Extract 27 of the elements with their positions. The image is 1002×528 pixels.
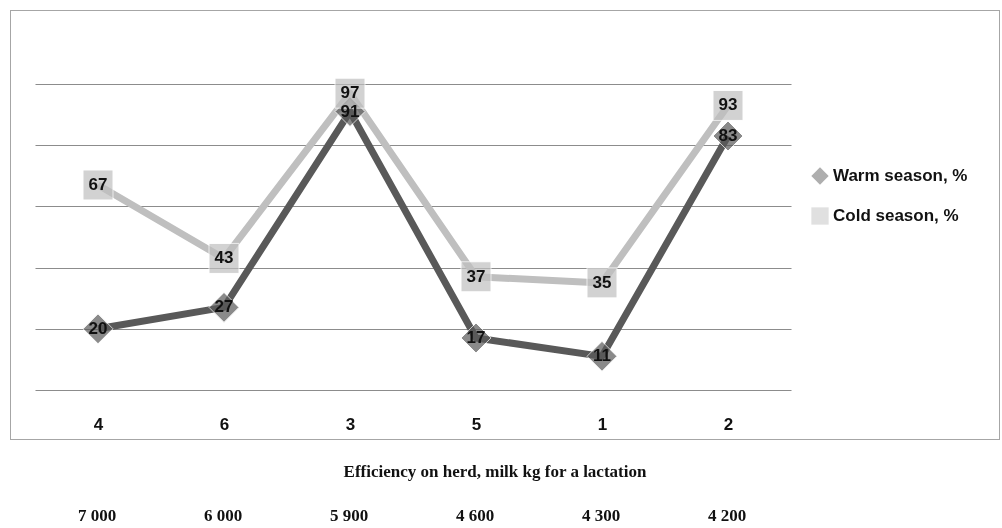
data-label: 20 bbox=[88, 318, 108, 338]
x-axis-title: Efficiency on herd, milk kg for a lactation bbox=[342, 462, 648, 482]
text: 4 200 bbox=[706, 506, 748, 526]
data-label: 11 bbox=[593, 346, 611, 366]
x-tick-label: 6 bbox=[219, 414, 230, 434]
data-label: 83 bbox=[718, 126, 738, 146]
x-tick-label: 1 bbox=[597, 414, 608, 434]
x-tick-label: 2 bbox=[723, 414, 734, 434]
x-tick-label: 3 bbox=[345, 414, 356, 434]
data-label: 67 bbox=[88, 174, 108, 194]
text: 4 300 bbox=[580, 506, 622, 526]
text: 4 600 bbox=[454, 506, 496, 526]
data-label: 91 bbox=[340, 101, 360, 121]
data-label: 17 bbox=[466, 327, 486, 347]
text: 5 900 bbox=[328, 506, 370, 526]
data-label: 27 bbox=[214, 297, 234, 317]
data-label: 97 bbox=[340, 83, 360, 103]
legend-label: Cold season, % bbox=[833, 206, 959, 225]
data-label: 37 bbox=[466, 266, 486, 286]
x-tick-label: 5 bbox=[471, 414, 482, 434]
x-tick-label: 4 bbox=[93, 414, 104, 434]
legend-label: Warm season, % bbox=[833, 166, 968, 185]
text: 7 000 bbox=[76, 506, 118, 526]
data-label: 35 bbox=[592, 272, 612, 292]
data-label: 43 bbox=[214, 248, 234, 268]
data-label: 93 bbox=[718, 95, 738, 115]
text: 6 000 bbox=[202, 506, 244, 526]
